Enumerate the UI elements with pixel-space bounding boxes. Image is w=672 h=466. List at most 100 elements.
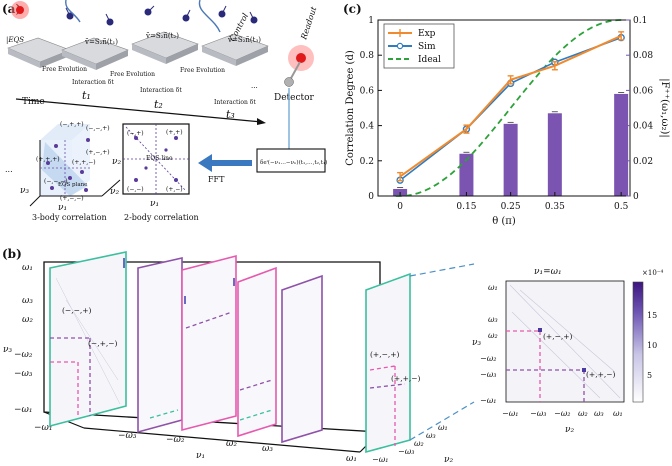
corr3-label-6: (−,−,−)	[44, 178, 68, 185]
b-left-omega1: ω₁	[22, 263, 33, 273]
interaction-t-1: t₁	[82, 89, 91, 102]
free-evolution-3: Free Evolution	[180, 67, 225, 74]
x-tick-label-0: 0	[397, 202, 403, 212]
zoom-x-omega2: ω₂	[578, 409, 588, 418]
zoom-y-omega1: ω₁	[488, 283, 498, 292]
legend-marker-sim	[396, 42, 404, 50]
b-axis-v3: ν₃	[3, 345, 12, 355]
colorbar-tick-10: 10	[647, 341, 657, 350]
zoom-x-neg-omega3: −ω₃	[530, 409, 546, 418]
b-left-omega2: ω₂	[22, 315, 33, 325]
corr3-caption: 3-body correlation	[32, 213, 107, 222]
bar-4	[614, 93, 629, 196]
eqs-line-label: EQS line	[146, 155, 173, 162]
time-label: Time	[22, 97, 45, 107]
slice-4	[237, 266, 277, 438]
annot-3d-3: (+,−,+)	[370, 350, 400, 359]
zoom-y-omega3: ω₃	[488, 315, 498, 324]
b-depth-neg-omega3: −ω₃	[398, 447, 414, 456]
b-left-neg-omega1: −ω₁	[14, 405, 33, 415]
annot-3d-2: (−,+,−)	[88, 339, 118, 348]
corr3-dots: ...	[5, 165, 13, 174]
y2-tick-label-0: 0	[633, 192, 639, 202]
laser-icon	[16, 6, 24, 14]
spin-icons	[65, 5, 258, 26]
corr2-axis-v2: ν₂	[112, 157, 121, 167]
legend-label-ideal: Ideal	[418, 55, 441, 65]
zoom-heatmap	[505, 280, 625, 403]
interaction-t-3: t₃	[226, 108, 235, 121]
corr2-label-3: (−,−)	[127, 186, 144, 193]
y2-tick-label-4: 0.08	[633, 51, 653, 61]
corr2-label-2: (+,+)	[166, 129, 183, 136]
y-tick-label-3: 0.6	[360, 86, 375, 96]
zoom-axis-v2: ν₂	[565, 425, 574, 435]
fft-label: FFT	[208, 175, 225, 184]
x-tick-label-2: 0.25	[501, 202, 521, 212]
corr2-label-4: (+,−)	[166, 186, 183, 193]
zoom-header: ν₁=ω₁	[534, 267, 562, 277]
interaction-eq-3: ṽ=S₂ñ(t₃)	[227, 36, 261, 44]
y2-tick-label-2: 0.04	[633, 122, 653, 132]
slice-2	[137, 256, 183, 434]
control-wire-2	[198, 0, 221, 33]
zoom-y-neg-omega3: −ω₃	[480, 370, 496, 379]
interaction-t-2: t₂	[154, 98, 163, 111]
y-axis-label: Correlation Degree (d)	[345, 50, 356, 166]
zoom-axis-v3: ν₃	[472, 338, 481, 348]
interaction-label-3: Interaction δt	[214, 99, 256, 106]
legend-label-sim: Sim	[418, 42, 436, 52]
detector-label: Detector	[274, 93, 315, 103]
ellipsis: ...	[251, 82, 258, 90]
bar-3	[547, 113, 562, 196]
fft-arrow	[198, 154, 252, 172]
chip-2	[131, 31, 199, 64]
zoom-y-omega2: ω₂	[488, 331, 498, 340]
colorbar-tick-5: 5	[647, 371, 652, 380]
chip-1	[61, 37, 129, 70]
y-tick-label-0: 0	[368, 192, 374, 202]
slice-6	[365, 272, 411, 454]
readout-laser-icon	[296, 53, 306, 63]
slice-5	[281, 274, 323, 444]
free-evolution-2: Free Evolution	[110, 71, 155, 78]
zoom-x-omega3: ω₃	[594, 409, 604, 418]
x-tick-label-3: 0.35	[545, 202, 565, 212]
b-depth-omega1: ω₁	[438, 423, 448, 432]
legend-label-exp: Exp	[418, 29, 436, 39]
corr3-label-7: (+,−,−)	[60, 195, 84, 202]
corr3-axis-v1: ν₁	[58, 203, 67, 213]
formula-box	[256, 148, 326, 173]
correlation-chart: 0 0.2 0.4 0.6 0.8 1 0 0.02 0.04 0.06 0.08 0.1 0 0.15 0…	[345, 16, 670, 227]
eqs-plane-label: EQS plane	[58, 182, 87, 188]
interaction-label-1: Interaction δt	[72, 79, 114, 86]
corr2-caption: 2-body correlation	[124, 213, 199, 222]
interaction-eq-1: ṽ=S₂ñ(t₁)	[84, 38, 118, 46]
b-axis-v1: ν₁	[196, 451, 205, 461]
formula-text: δeⁱ(−ν₁…−νₙ)(t₁,…,t₂,t₁)	[260, 159, 327, 166]
corr3-label-1: (+,+,+)	[36, 156, 60, 163]
b-depth-omega3: ω₃	[426, 431, 436, 440]
chip-0	[7, 37, 71, 68]
b-bottom-neg-omega1: −ω₁	[34, 423, 53, 433]
y2-tick-label-3: 0.06	[633, 86, 653, 96]
corr3-axis-v3: ν₃	[20, 186, 29, 196]
b-bottom-omega1: ω₁	[346, 454, 357, 464]
annot-2d-1: (+,−,+)	[543, 332, 573, 341]
b-depth-neg-omega1: −ω₁	[372, 455, 388, 464]
interaction-eq-2: ṽ=S₂ñ(t₂)	[145, 32, 179, 40]
annot-2d-2: (+,+,−)	[586, 370, 616, 379]
zoom-x-omega1: ω₁	[613, 409, 623, 418]
zoom-x-neg-omega1: −ω₁	[502, 409, 518, 418]
readout-label: Readout	[299, 5, 319, 42]
zoom-y-neg-omega1: −ω₁	[480, 396, 496, 405]
b-left-neg-omega3: −ω₃	[14, 369, 33, 379]
x-axis-label: θ (π)	[492, 216, 516, 227]
corr2-points	[134, 136, 178, 182]
bar-2	[503, 123, 518, 196]
x-tick-label-1: 0.15	[456, 202, 476, 212]
time-arrow	[15, 98, 263, 123]
chart-frame	[377, 19, 631, 197]
panel-c-label: (c)	[343, 2, 362, 16]
